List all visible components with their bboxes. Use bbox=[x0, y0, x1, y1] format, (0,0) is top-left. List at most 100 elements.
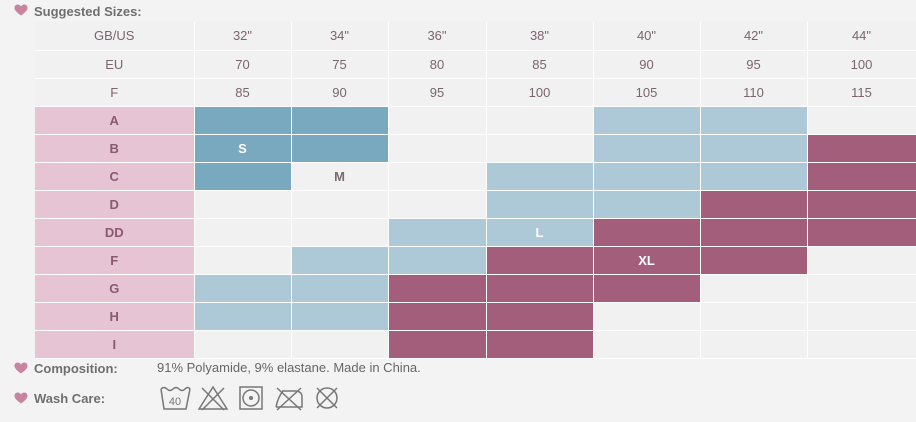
size-cell bbox=[194, 162, 292, 191]
header-cell: 115 bbox=[807, 78, 916, 107]
size-label: M bbox=[334, 168, 345, 184]
size-cell bbox=[700, 302, 808, 331]
header-cell: 90 bbox=[291, 78, 389, 107]
cup-size-label: G bbox=[35, 274, 195, 303]
table-row: G bbox=[35, 274, 916, 303]
wash-care-icons: 40 bbox=[159, 385, 343, 411]
size-cell bbox=[291, 106, 389, 135]
no-dry-clean-icon bbox=[311, 385, 343, 411]
size-cell: S bbox=[194, 134, 292, 163]
size-cell bbox=[194, 218, 292, 247]
suggested-sizes-label: Suggested Sizes: bbox=[34, 4, 142, 19]
size-cell bbox=[291, 302, 389, 331]
composition-text: 91% Polyamide, 9% elastane. Made in Chin… bbox=[157, 360, 421, 375]
size-cell bbox=[388, 106, 487, 135]
size-cell bbox=[388, 246, 487, 275]
tumble-dry-icon bbox=[235, 385, 267, 411]
header-cell: 90 bbox=[593, 50, 701, 79]
composition-label: Composition: bbox=[34, 361, 118, 376]
header-cell: 80 bbox=[388, 50, 487, 79]
header-row-label: EU bbox=[35, 50, 195, 79]
size-cell bbox=[291, 246, 389, 275]
header-cell: 40" bbox=[593, 22, 701, 51]
size-cell bbox=[700, 134, 808, 163]
cup-size-label: DD bbox=[35, 218, 195, 247]
size-cell bbox=[593, 330, 701, 359]
size-cell bbox=[486, 162, 594, 191]
size-table: GB/US 32" 34" 36" 38" 40" 42" 44" EU 70 75 80 85 90 95… bbox=[35, 22, 916, 359]
size-label: S bbox=[238, 140, 247, 156]
size-cell bbox=[388, 190, 487, 219]
size-cell bbox=[807, 274, 916, 303]
header-cell: 34" bbox=[291, 22, 389, 51]
size-cell bbox=[388, 218, 487, 247]
header-cell: 32" bbox=[194, 22, 292, 51]
size-cell bbox=[486, 302, 594, 331]
size-cell bbox=[807, 330, 916, 359]
size-cell bbox=[388, 330, 487, 359]
size-cell bbox=[291, 134, 389, 163]
header-cell: 42" bbox=[700, 22, 808, 51]
size-cell bbox=[700, 162, 808, 191]
size-cell bbox=[291, 274, 389, 303]
header-cell: 100 bbox=[807, 50, 916, 79]
size-label: XL bbox=[638, 252, 655, 268]
no-iron-icon bbox=[273, 385, 305, 411]
no-bleach-icon bbox=[197, 385, 229, 411]
size-cell bbox=[388, 162, 487, 191]
table-row: D bbox=[35, 190, 916, 219]
header-cell: 85 bbox=[194, 78, 292, 107]
header-row-label: GB/US bbox=[35, 22, 195, 51]
size-cell bbox=[291, 190, 389, 219]
size-cell bbox=[194, 190, 292, 219]
header-row-label: F bbox=[35, 78, 195, 107]
size-cell bbox=[194, 106, 292, 135]
size-cell bbox=[807, 302, 916, 331]
size-cell: M bbox=[291, 162, 389, 191]
size-cell bbox=[486, 106, 594, 135]
size-cell bbox=[486, 134, 594, 163]
size-cell bbox=[486, 274, 594, 303]
size-cell bbox=[593, 134, 701, 163]
size-cell bbox=[593, 274, 701, 303]
header-cell: 38" bbox=[486, 22, 594, 51]
heart-icon bbox=[14, 4, 28, 16]
size-cell bbox=[486, 330, 594, 359]
size-cell bbox=[700, 106, 808, 135]
heart-icon bbox=[14, 362, 28, 374]
size-cell bbox=[700, 218, 808, 247]
cup-size-label: H bbox=[35, 302, 195, 331]
size-cell bbox=[593, 190, 701, 219]
table-row: DD L bbox=[35, 218, 916, 247]
wash-care-label: Wash Care: bbox=[34, 391, 106, 406]
size-cell bbox=[807, 246, 916, 275]
size-cell bbox=[486, 246, 594, 275]
size-cell bbox=[700, 330, 808, 359]
table-row: F XL bbox=[35, 246, 916, 275]
size-cell: XL bbox=[593, 246, 701, 275]
size-cell bbox=[291, 218, 389, 247]
table-row: A bbox=[35, 106, 916, 135]
size-cell bbox=[388, 274, 487, 303]
cup-size-label: I bbox=[35, 330, 195, 359]
header-cell: 44" bbox=[807, 22, 916, 51]
size-cell bbox=[807, 162, 916, 191]
size-label: L bbox=[535, 224, 544, 240]
header-cell: 95 bbox=[388, 78, 487, 107]
header-cell: 70 bbox=[194, 50, 292, 79]
wash-temp-text: 40 bbox=[169, 396, 181, 408]
cup-size-label: B bbox=[35, 134, 195, 163]
header-cell: 75 bbox=[291, 50, 389, 79]
header-cell: 85 bbox=[486, 50, 594, 79]
size-cell bbox=[593, 218, 701, 247]
cup-size-label: C bbox=[35, 162, 195, 191]
size-cell bbox=[807, 106, 916, 135]
cup-size-label: A bbox=[35, 106, 195, 135]
header-row: EU 70 75 80 85 90 95 100 bbox=[35, 50, 916, 79]
size-cell bbox=[291, 330, 389, 359]
header-cell: 105 bbox=[593, 78, 701, 107]
size-cell bbox=[486, 190, 594, 219]
cup-size-label: F bbox=[35, 246, 195, 275]
